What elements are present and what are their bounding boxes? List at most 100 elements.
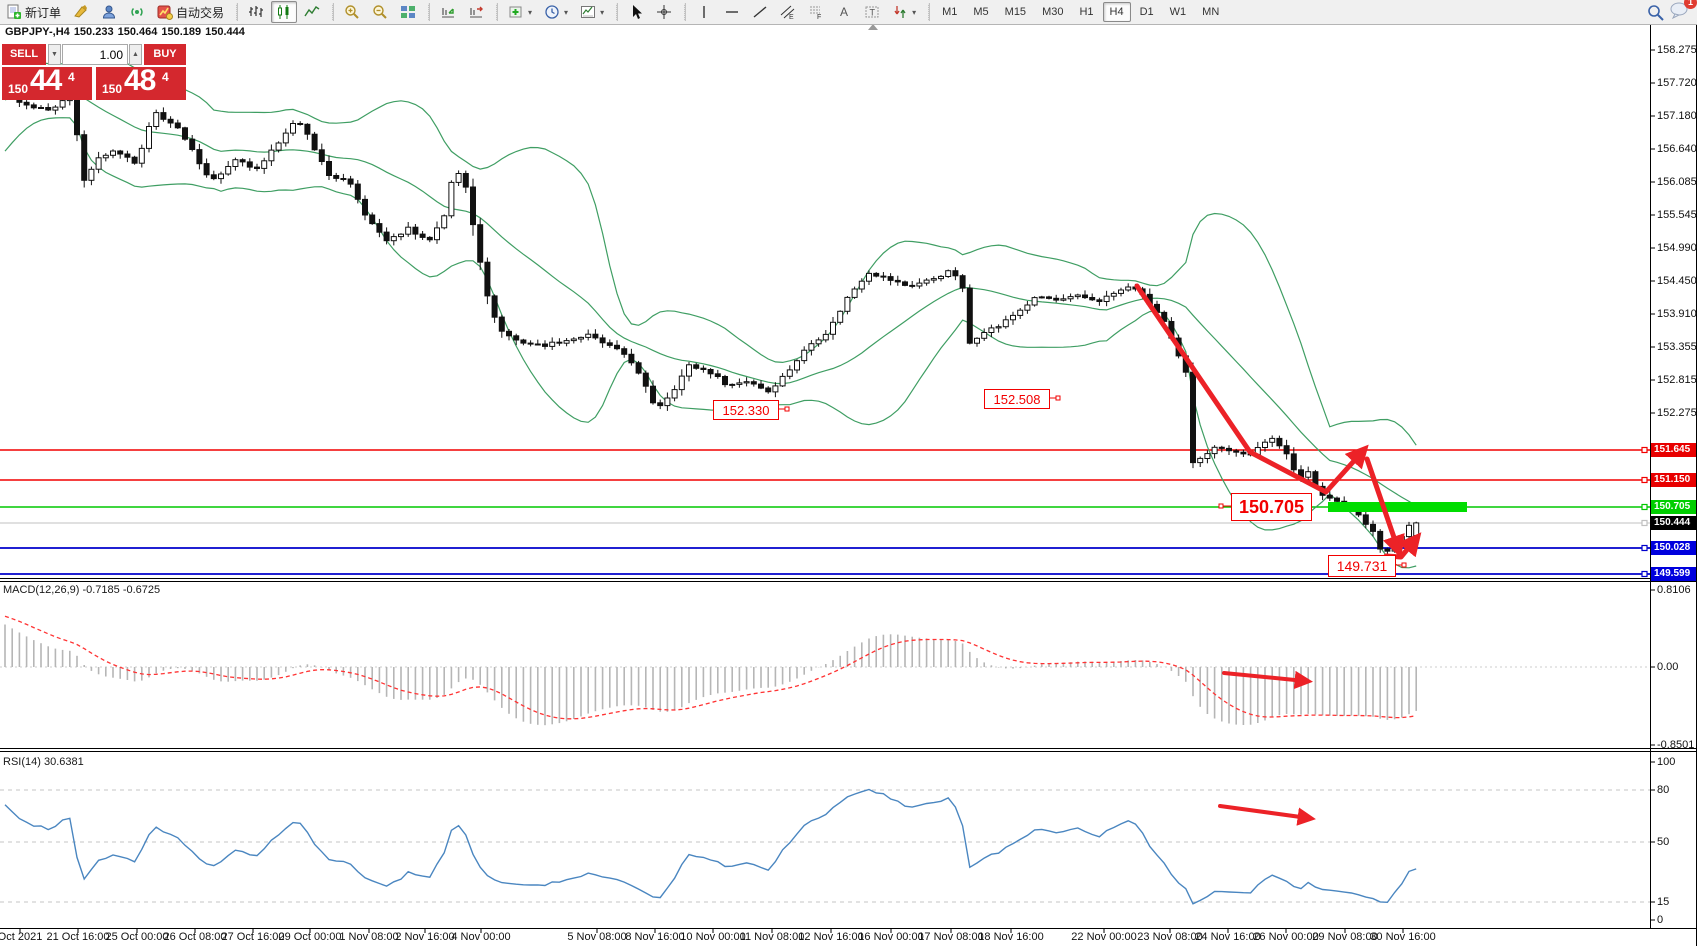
price-tag-150.028: 150.028: [1651, 541, 1696, 555]
buy-button[interactable]: BUY: [144, 44, 186, 65]
time-axis-label: 17 Nov 08:00: [918, 931, 984, 943]
buy-price-big: 48: [124, 64, 156, 97]
autotrading-button[interactable]: 自动交易: [152, 1, 229, 23]
buy-price-prefix: 150: [102, 82, 123, 96]
styler-button[interactable]: [68, 1, 94, 23]
equidistant-channel-button[interactable]: E: [775, 1, 801, 23]
toolbar-separator: [616, 3, 619, 21]
crosshair-button[interactable]: [651, 1, 677, 23]
price-axis-tick: 154.990: [1657, 242, 1697, 254]
volume-input[interactable]: [62, 44, 128, 65]
price-axis-line[interactable]: [1650, 24, 1651, 929]
timeframe-group: M1 M5 M15 M30 H1 H4 D1 W1 MN: [934, 2, 1227, 22]
high-value: 150.464: [117, 26, 158, 38]
sell-price-big: 44: [30, 64, 62, 97]
timeframe-h1[interactable]: H1: [1079, 6, 1094, 18]
horizontal-line-icon: [724, 4, 740, 20]
price-axis-tick: 158.275: [1657, 44, 1697, 56]
zoom-in-button[interactable]: [339, 1, 365, 23]
time-axis-label: 18 Nov 16:00: [978, 931, 1044, 943]
candlestick-icon: [276, 4, 292, 20]
window-splitter-icon[interactable]: [868, 24, 878, 30]
low-value: 150.189: [161, 26, 202, 38]
time-axis-label: 25 Oct 00:00: [105, 931, 169, 943]
time-axis-label: 1 Nov 08:00: [339, 931, 399, 943]
buy-price-box[interactable]: 150 48 4: [96, 64, 186, 100]
macd-signal-line: [4, 615, 1417, 720]
candlestick-chart-button[interactable]: [271, 1, 298, 23]
rsi-separator[interactable]: [0, 748, 1697, 749]
trend-arrow-main: [1364, 456, 1405, 559]
bar-chart-button[interactable]: [243, 1, 269, 23]
new-order-button[interactable]: 新订单: [1, 1, 66, 23]
cursor-button[interactable]: [623, 1, 649, 23]
template-button[interactable]: ▾: [575, 1, 609, 23]
timeframe-w1[interactable]: W1: [1169, 6, 1187, 18]
price-axis-tick: 157.180: [1657, 110, 1697, 122]
notification-badge: 1: [1684, 0, 1697, 9]
volume-down-spinner[interactable]: ▼: [48, 44, 61, 65]
price-annotation: 149.731: [1328, 555, 1396, 577]
chart-shift-button[interactable]: [463, 1, 489, 23]
support-zone: [1328, 502, 1467, 512]
macd-separator[interactable]: [0, 578, 1697, 579]
price-axis-tick: 152.815: [1657, 374, 1697, 386]
timeframe-h4[interactable]: H4: [1102, 2, 1131, 22]
trendline-icon: [752, 4, 768, 20]
timeframe-m30[interactable]: M30: [1042, 6, 1064, 18]
price-tag-151.150: 151.150: [1651, 473, 1696, 487]
time-axis-label: 22 Nov 00:00: [1071, 931, 1137, 943]
vertical-line-button[interactable]: [691, 1, 717, 23]
tile-windows-button[interactable]: [395, 1, 421, 23]
period-button[interactable]: ▾: [539, 1, 573, 23]
rsi-axis-tick: 0: [1657, 914, 1664, 926]
time-axis-label: Oct 2021: [0, 931, 43, 943]
macd-separator[interactable]: [0, 581, 1697, 582]
search-icon[interactable]: [1647, 4, 1664, 21]
price-axis-tick: 156.640: [1657, 143, 1697, 155]
price-tag-151.645: 151.645: [1651, 443, 1696, 457]
symbol-info: GBPJPY-,H4 150.233 150.464 150.189 150.444: [5, 26, 249, 38]
signals-button[interactable]: [124, 1, 150, 23]
price-axis-tick: 156.085: [1657, 176, 1697, 188]
price-annotation: 152.330: [713, 400, 779, 420]
channel-icon: E: [780, 4, 796, 21]
timeframe-mn[interactable]: MN: [1202, 6, 1220, 18]
time-axis-label: 30 Nov 16:00: [1370, 931, 1436, 943]
time-axis-label: 29 Oct 00:00: [278, 931, 342, 943]
time-axis-label: 10 Nov 00:00: [680, 931, 746, 943]
rsi-label: RSI(14) 30.6381: [3, 756, 84, 768]
time-axis-label: 5 Nov 08:00: [567, 931, 627, 943]
zoom-out-button[interactable]: [367, 1, 393, 23]
market-watch-button[interactable]: [96, 1, 122, 23]
template-icon: [580, 4, 596, 20]
trendline-button[interactable]: [747, 1, 773, 23]
sell-price-box[interactable]: 150 44 4: [2, 64, 92, 100]
horizontal-line-button[interactable]: [719, 1, 745, 23]
add-indicator-button[interactable]: ▾: [503, 1, 537, 23]
timeframe-m15[interactable]: M15: [1004, 6, 1027, 18]
svg-text:A: A: [840, 5, 848, 19]
bollinger-middle: [4, 90, 1417, 507]
rsi-separator[interactable]: [0, 751, 1697, 752]
time-axis-label: 16 Nov 00:00: [858, 931, 924, 943]
line-chart-button[interactable]: [299, 1, 325, 23]
fibonacci-button[interactable]: F: [803, 1, 829, 23]
timeframe-m5[interactable]: M5: [973, 6, 989, 18]
timeframe-m1[interactable]: M1: [942, 6, 958, 18]
timeframe-d1[interactable]: D1: [1139, 6, 1154, 18]
sell-price-sup: 4: [68, 70, 75, 84]
volume-up-spinner[interactable]: ▲: [129, 44, 142, 65]
chart-shift-icon: [468, 4, 484, 20]
sell-button[interactable]: SELL: [2, 44, 46, 65]
time-axis-label: 11 Nov 08:00: [739, 931, 805, 943]
price-axis-tick: 154.450: [1657, 275, 1697, 287]
text-button[interactable]: A: [831, 1, 857, 23]
auto-scroll-button[interactable]: [435, 1, 461, 23]
chat-button[interactable]: 1: [1669, 0, 1697, 22]
text-label-button[interactable]: T: [859, 1, 885, 23]
arrows-button[interactable]: ▾: [887, 1, 921, 23]
time-axis-line[interactable]: [0, 928, 1697, 929]
